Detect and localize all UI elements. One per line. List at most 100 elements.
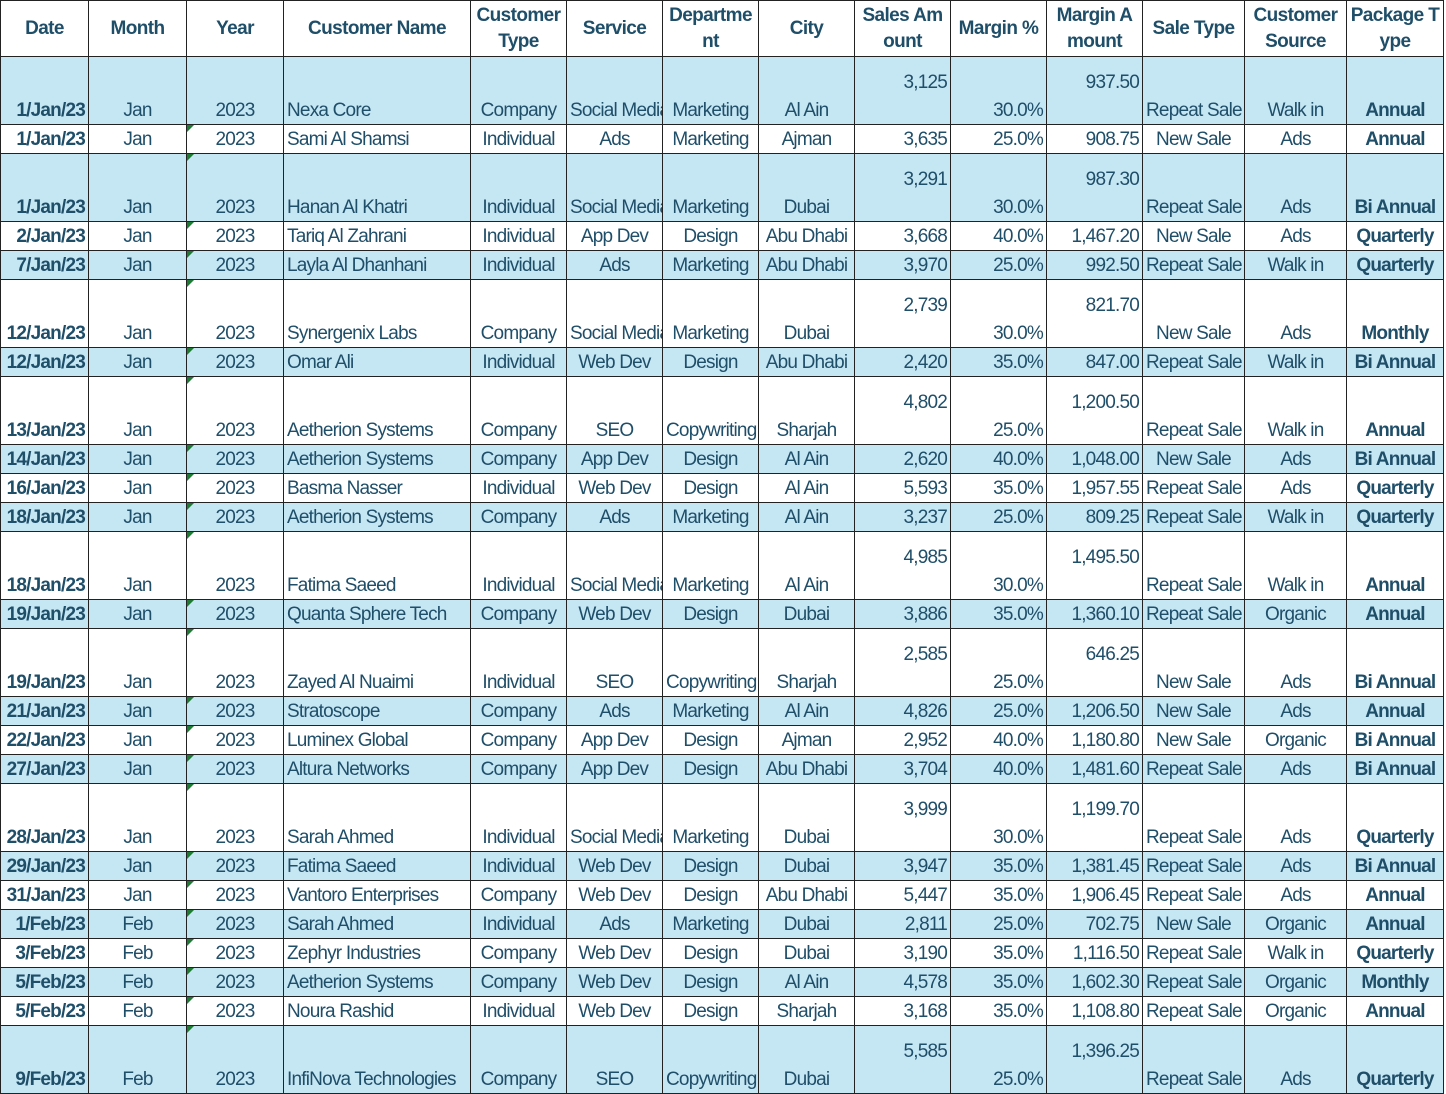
city-cell[interactable]: Abu Dhabi	[758, 754, 855, 784]
city-cell[interactable]: Sharjah	[758, 376, 855, 445]
month-cell[interactable]: Jan	[88, 250, 187, 280]
sales-amount-cell[interactable]: 3,668	[854, 221, 951, 251]
sale-type-cell[interactable]: New Sale	[1142, 725, 1245, 755]
customer-type-cell[interactable]: Individual	[470, 124, 567, 154]
margin-amount-cell[interactable]: 702.75	[1046, 909, 1143, 939]
table-row[interactable]: 1/Jan/23 Jan 2023 Sami Al Shamsi Individual A…	[0, 124, 1444, 154]
customer-type-cell[interactable]: Individual	[470, 473, 567, 503]
margin-amount-cell[interactable]: 1,495.50	[1046, 531, 1143, 600]
department-cell[interactable]: Design	[662, 444, 759, 474]
margin-percent-cell[interactable]: 35.0%	[950, 347, 1047, 377]
margin-amount-cell[interactable]: 809.25	[1046, 502, 1143, 532]
sale-type-cell[interactable]: New Sale	[1142, 909, 1245, 939]
month-cell[interactable]: Feb	[88, 1025, 187, 1094]
package-type-cell[interactable]: Annual	[1346, 531, 1444, 600]
table-row[interactable]: 7/Jan/23 Jan 2023 Layla Al Dhanhani Individu…	[0, 250, 1444, 280]
margin-percent-cell[interactable]: 40.0%	[950, 444, 1047, 474]
year-cell[interactable]: 2023	[186, 754, 284, 784]
customer-type-cell[interactable]: Individual	[470, 531, 567, 600]
sale-type-cell[interactable]: Repeat Sale	[1142, 473, 1245, 503]
date-cell[interactable]: 13/Jan/23	[0, 376, 89, 445]
customer-source-cell[interactable]: Ads	[1244, 279, 1347, 348]
customer-type-cell[interactable]: Individual	[470, 250, 567, 280]
sales-amount-cell[interactable]: 3,999	[854, 783, 951, 852]
table-row[interactable]: 1/Jan/23 Jan 2023 Nexa Core Company Social Me…	[0, 56, 1444, 125]
header-service[interactable]: Service	[566, 0, 663, 57]
sales-amount-cell[interactable]: 2,620	[854, 444, 951, 474]
customer-source-cell[interactable]: Ads	[1244, 880, 1347, 910]
sales-amount-cell[interactable]: 2,420	[854, 347, 951, 377]
header-department[interactable]: Department	[662, 0, 759, 57]
table-row[interactable]: 3/Feb/23 Feb 2023 Zephyr Industries Company W…	[0, 938, 1444, 968]
sales-amount-cell[interactable]: 3,947	[854, 851, 951, 881]
city-cell[interactable]: Al Ain	[758, 967, 855, 997]
customer-name-cell[interactable]: Aetherion Systems	[283, 444, 471, 474]
year-cell[interactable]: 2023	[186, 279, 284, 348]
customer-source-cell[interactable]: Ads	[1244, 221, 1347, 251]
margin-percent-cell[interactable]: 35.0%	[950, 938, 1047, 968]
date-cell[interactable]: 1/Jan/23	[0, 56, 89, 125]
month-cell[interactable]: Jan	[88, 783, 187, 852]
date-cell[interactable]: 22/Jan/23	[0, 725, 89, 755]
sales-amount-cell[interactable]: 5,447	[854, 880, 951, 910]
customer-source-cell[interactable]: Ads	[1244, 473, 1347, 503]
header-customer-name[interactable]: Customer Name	[283, 0, 471, 57]
customer-name-cell[interactable]: Omar Ali	[283, 347, 471, 377]
customer-name-cell[interactable]: Stratoscope	[283, 696, 471, 726]
month-cell[interactable]: Jan	[88, 444, 187, 474]
service-cell[interactable]: Social Media	[566, 153, 663, 222]
year-cell[interactable]: 2023	[186, 725, 284, 755]
customer-source-cell[interactable]: Walk in	[1244, 347, 1347, 377]
department-cell[interactable]: Marketing	[662, 279, 759, 348]
sale-type-cell[interactable]: Repeat Sale	[1142, 1025, 1245, 1094]
table-row[interactable]: 18/Jan/23 Jan 2023 Fatima Saeed Individual So…	[0, 531, 1444, 600]
customer-name-cell[interactable]: Aetherion Systems	[283, 376, 471, 445]
header-month[interactable]: Month	[88, 0, 187, 57]
service-cell[interactable]: Ads	[566, 124, 663, 154]
year-cell[interactable]: 2023	[186, 124, 284, 154]
date-cell[interactable]: 7/Jan/23	[0, 250, 89, 280]
customer-source-cell[interactable]: Ads	[1244, 444, 1347, 474]
margin-percent-cell[interactable]: 40.0%	[950, 221, 1047, 251]
service-cell[interactable]: Social Media	[566, 531, 663, 600]
year-cell[interactable]: 2023	[186, 347, 284, 377]
customer-source-cell[interactable]: Ads	[1244, 696, 1347, 726]
year-cell[interactable]: 2023	[186, 502, 284, 532]
service-cell[interactable]: Ads	[566, 909, 663, 939]
table-row[interactable]: 14/Jan/23 Jan 2023 Aetherion Systems Company…	[0, 444, 1444, 474]
month-cell[interactable]: Jan	[88, 153, 187, 222]
city-cell[interactable]: Al Ain	[758, 444, 855, 474]
month-cell[interactable]: Jan	[88, 221, 187, 251]
city-cell[interactable]: Sharjah	[758, 996, 855, 1026]
sale-type-cell[interactable]: Repeat Sale	[1142, 851, 1245, 881]
margin-amount-cell[interactable]: 987.30	[1046, 153, 1143, 222]
date-cell[interactable]: 12/Jan/23	[0, 279, 89, 348]
city-cell[interactable]: Dubai	[758, 153, 855, 222]
margin-percent-cell[interactable]: 30.0%	[950, 531, 1047, 600]
margin-amount-cell[interactable]: 1,108.80	[1046, 996, 1143, 1026]
customer-name-cell[interactable]: Synergenix Labs	[283, 279, 471, 348]
year-cell[interactable]: 2023	[186, 628, 284, 697]
service-cell[interactable]: Web Dev	[566, 347, 663, 377]
customer-name-cell[interactable]: Zayed Al Nuaimi	[283, 628, 471, 697]
sales-amount-cell[interactable]: 3,970	[854, 250, 951, 280]
department-cell[interactable]: Marketing	[662, 696, 759, 726]
customer-source-cell[interactable]: Ads	[1244, 1025, 1347, 1094]
year-cell[interactable]: 2023	[186, 531, 284, 600]
margin-percent-cell[interactable]: 40.0%	[950, 754, 1047, 784]
year-cell[interactable]: 2023	[186, 783, 284, 852]
margin-percent-cell[interactable]: 35.0%	[950, 967, 1047, 997]
package-type-cell[interactable]: Annual	[1346, 56, 1444, 125]
sales-amount-cell[interactable]: 3,291	[854, 153, 951, 222]
city-cell[interactable]: Dubai	[758, 783, 855, 852]
customer-name-cell[interactable]: Basma Nasser	[283, 473, 471, 503]
date-cell[interactable]: 16/Jan/23	[0, 473, 89, 503]
year-cell[interactable]: 2023	[186, 376, 284, 445]
customer-source-cell[interactable]: Ads	[1244, 754, 1347, 784]
package-type-cell[interactable]: Bi Annual	[1346, 347, 1444, 377]
customer-source-cell[interactable]: Ads	[1244, 628, 1347, 697]
customer-name-cell[interactable]: Zephyr Industries	[283, 938, 471, 968]
department-cell[interactable]: Marketing	[662, 56, 759, 125]
sale-type-cell[interactable]: Repeat Sale	[1142, 250, 1245, 280]
month-cell[interactable]: Jan	[88, 124, 187, 154]
